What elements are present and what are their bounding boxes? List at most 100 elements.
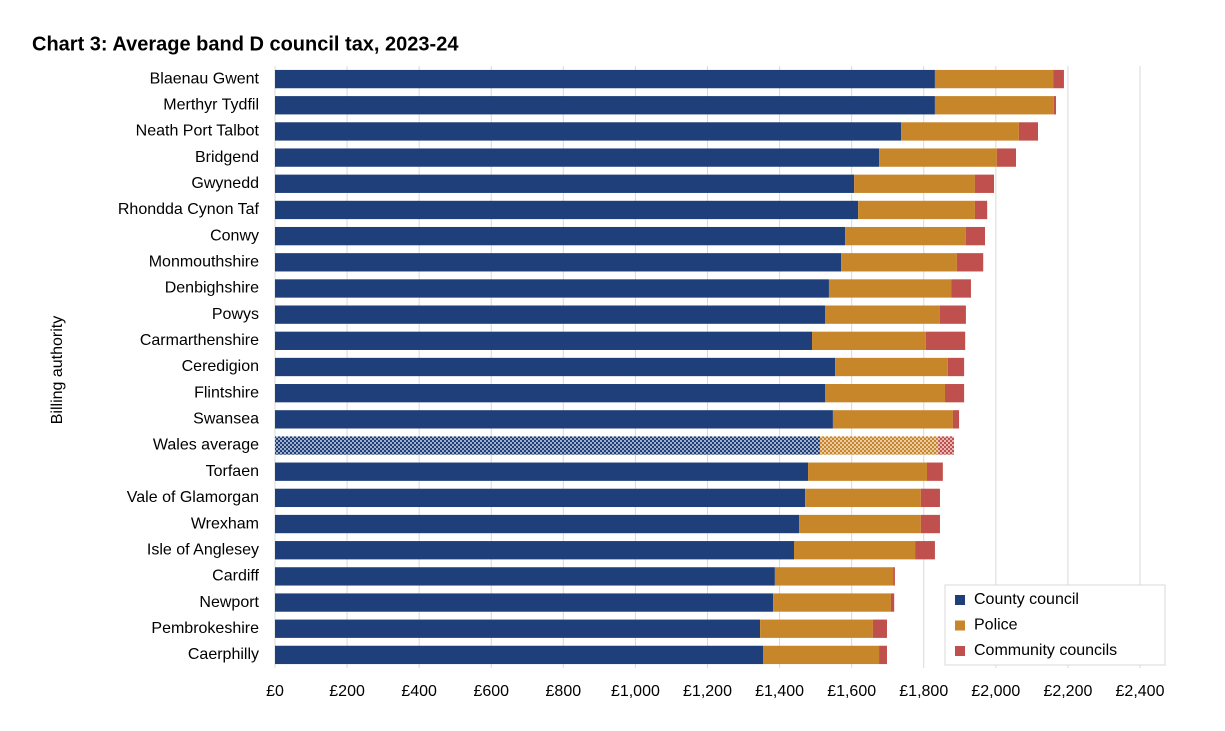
bar-segment: [915, 541, 935, 560]
y-tick-label: Ceredigion: [182, 358, 259, 375]
bar-segment: [275, 253, 842, 272]
legend-box: [944, 584, 1166, 666]
y-tick-label: Isle of Anglesey: [147, 541, 259, 558]
x-tick-label: £400: [401, 683, 437, 700]
bar-segment: [760, 619, 873, 638]
y-tick-label: Torfaen: [206, 463, 259, 480]
bar-segment: [952, 410, 960, 429]
bar-segment: [275, 436, 820, 455]
y-axis-label: Billing authority: [49, 316, 66, 425]
legend-label: County council: [974, 591, 1079, 608]
y-tick-label: Rhondda Cynon Taf: [118, 201, 260, 218]
bar-segment: [275, 593, 774, 612]
x-tick-label: £2,200: [1043, 683, 1092, 700]
y-tick-label: Swansea: [193, 411, 259, 428]
bar-segment: [845, 226, 966, 246]
bar-segment: [939, 305, 966, 324]
bar-segment: [275, 69, 935, 89]
y-tick-label: Conwy: [210, 227, 259, 244]
bar-segment: [974, 200, 988, 220]
bar-segment: [275, 645, 764, 665]
bar-segment: [275, 331, 813, 350]
bar-segment: [275, 279, 829, 298]
x-tick-label: £0: [266, 683, 284, 700]
y-tick-label: Denbighshire: [165, 280, 259, 297]
legend-swatch: [955, 620, 965, 631]
bar-segment: [832, 410, 953, 429]
bar-segment: [799, 514, 921, 534]
bar-segment: [812, 331, 926, 350]
y-tick-label: Wrexham: [191, 515, 259, 532]
bar-segment: [275, 148, 880, 167]
y-tick-label: Vale of Glamorgan: [127, 489, 259, 506]
x-tick-label: £800: [546, 683, 582, 700]
y-tick-label: Pembrokeshire: [151, 620, 259, 637]
y-tick-label: Cardiff: [212, 568, 259, 585]
y-tick-label: Powys: [212, 306, 259, 323]
bar-segment: [275, 514, 800, 534]
bar-segment: [808, 462, 927, 481]
bar-segment: [835, 357, 948, 377]
bar-segment: [275, 384, 825, 403]
x-tick-label: £2,400: [1116, 683, 1165, 700]
bar-segment: [938, 436, 955, 455]
bar-segment: [926, 462, 943, 481]
bar-segment: [824, 305, 940, 324]
bar-segment: [956, 253, 984, 272]
x-tick-label: £200: [329, 683, 365, 700]
legend-label: Police: [974, 617, 1018, 634]
bar-segment: [794, 541, 916, 560]
bar-segment: [879, 645, 887, 665]
bar-segment: [275, 122, 902, 141]
bar-segment: [901, 122, 1019, 141]
bar-segment: [275, 357, 836, 377]
x-tick-label: £2,000: [971, 683, 1020, 700]
bar-segment: [872, 619, 887, 638]
bar-segment: [974, 174, 995, 193]
bar-segment: [819, 436, 939, 455]
bar-segment: [275, 567, 775, 586]
y-tick-label: Caerphilly: [188, 646, 259, 663]
bar-segment: [879, 148, 997, 167]
legend-swatch: [955, 595, 965, 605]
bar-segment: [890, 593, 895, 612]
y-tick-label: Blaenau Gwent: [150, 70, 260, 87]
y-tick-label: Monmouthshire: [149, 254, 259, 271]
bar-segment: [934, 69, 1054, 89]
bar-segment: [275, 96, 935, 115]
bar-segment: [965, 226, 986, 246]
bar-segment: [947, 357, 965, 377]
bar-segment: [1053, 96, 1057, 115]
bar-segment: [893, 567, 895, 586]
bar-segment: [934, 96, 1054, 115]
y-tick-label: Neath Port Talbot: [136, 123, 260, 140]
bar-segment: [951, 279, 971, 298]
y-tick-label: Carmarthenshire: [140, 332, 259, 349]
bar-segment: [996, 148, 1017, 167]
bar-segment: [805, 488, 921, 508]
bar-segment: [824, 384, 946, 403]
y-tick-label: Gwynedd: [191, 175, 259, 192]
bar-segment: [763, 645, 880, 665]
bar-segment: [1018, 122, 1039, 141]
x-tick-label: £1,400: [755, 683, 804, 700]
bar-segment: [828, 279, 952, 298]
bar-segment: [275, 305, 825, 324]
y-tick-label: Merthyr Tydfil: [163, 96, 259, 113]
bar-segment: [920, 488, 940, 508]
legend-swatch: [955, 646, 965, 656]
x-tick-label: £600: [473, 683, 509, 700]
bar-segment: [275, 462, 809, 481]
bar-segment: [774, 567, 894, 586]
bar-segment: [1053, 69, 1064, 89]
x-tick-label: £1,200: [683, 683, 732, 700]
legend-label: Community councils: [974, 642, 1117, 659]
bar-segment: [275, 200, 859, 220]
chart-title: Chart 3: Average band D council tax, 202…: [32, 33, 459, 55]
x-tick-label: £1,600: [827, 683, 876, 700]
y-tick-label: Bridgend: [195, 149, 259, 166]
bar-segment: [773, 593, 891, 612]
bar-segment: [275, 226, 846, 246]
x-tick-label: £1,000: [611, 683, 660, 700]
